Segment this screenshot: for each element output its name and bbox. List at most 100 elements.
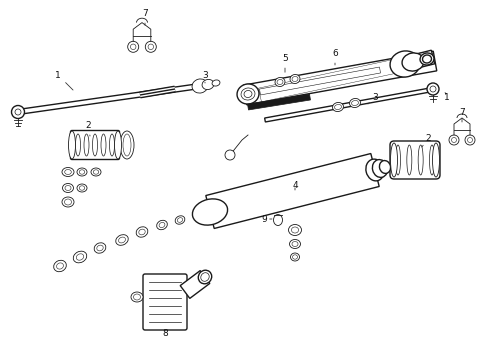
Ellipse shape: [62, 167, 74, 176]
Ellipse shape: [241, 88, 255, 100]
Ellipse shape: [202, 80, 214, 90]
Ellipse shape: [123, 134, 131, 156]
Ellipse shape: [157, 220, 167, 230]
Ellipse shape: [237, 84, 259, 104]
Ellipse shape: [65, 199, 72, 205]
Circle shape: [449, 135, 459, 145]
Ellipse shape: [69, 131, 75, 159]
Ellipse shape: [94, 243, 106, 253]
Ellipse shape: [277, 80, 283, 85]
Ellipse shape: [193, 199, 227, 225]
Ellipse shape: [289, 225, 301, 235]
Ellipse shape: [133, 294, 141, 300]
FancyBboxPatch shape: [390, 141, 440, 179]
Ellipse shape: [77, 184, 87, 192]
Ellipse shape: [116, 235, 128, 245]
Ellipse shape: [379, 161, 391, 174]
Ellipse shape: [91, 168, 101, 176]
Polygon shape: [180, 271, 210, 298]
Circle shape: [15, 109, 21, 115]
Ellipse shape: [418, 145, 423, 175]
Ellipse shape: [349, 98, 361, 108]
Ellipse shape: [351, 100, 359, 105]
Ellipse shape: [84, 134, 89, 156]
Ellipse shape: [333, 103, 343, 112]
Ellipse shape: [293, 255, 297, 259]
Ellipse shape: [422, 55, 432, 63]
Ellipse shape: [76, 254, 84, 260]
Circle shape: [146, 41, 156, 52]
Ellipse shape: [292, 227, 298, 233]
Polygon shape: [260, 67, 381, 95]
Text: 3: 3: [202, 71, 208, 83]
Ellipse shape: [56, 263, 63, 269]
Ellipse shape: [372, 159, 388, 177]
Ellipse shape: [290, 239, 300, 248]
Polygon shape: [265, 88, 430, 122]
Ellipse shape: [402, 53, 424, 71]
Ellipse shape: [391, 143, 397, 177]
Circle shape: [451, 138, 457, 143]
Circle shape: [225, 150, 235, 160]
Circle shape: [467, 138, 472, 143]
Ellipse shape: [244, 90, 252, 98]
Circle shape: [128, 41, 139, 52]
Ellipse shape: [74, 251, 87, 263]
Text: 2: 2: [85, 121, 91, 136]
Polygon shape: [259, 54, 421, 102]
Text: 4: 4: [292, 180, 298, 190]
Polygon shape: [206, 153, 379, 229]
Ellipse shape: [177, 218, 183, 222]
FancyBboxPatch shape: [143, 274, 187, 330]
Circle shape: [430, 86, 436, 92]
Ellipse shape: [390, 51, 420, 77]
Ellipse shape: [79, 170, 85, 174]
Ellipse shape: [120, 131, 134, 159]
Ellipse shape: [433, 143, 440, 177]
Ellipse shape: [131, 292, 143, 302]
Text: 7: 7: [459, 108, 465, 122]
Ellipse shape: [420, 53, 434, 65]
Text: 7: 7: [142, 9, 148, 25]
Ellipse shape: [136, 227, 148, 237]
Text: 8: 8: [162, 329, 168, 338]
Ellipse shape: [77, 168, 87, 176]
Polygon shape: [243, 51, 437, 105]
Polygon shape: [247, 94, 311, 110]
Ellipse shape: [75, 134, 80, 156]
FancyBboxPatch shape: [71, 131, 120, 159]
Ellipse shape: [198, 270, 212, 284]
Ellipse shape: [290, 75, 300, 84]
Ellipse shape: [175, 216, 185, 224]
Ellipse shape: [407, 145, 412, 175]
Ellipse shape: [292, 242, 298, 247]
Text: 2: 2: [422, 134, 431, 147]
Circle shape: [11, 105, 24, 118]
Ellipse shape: [139, 229, 145, 235]
Ellipse shape: [63, 184, 74, 193]
Ellipse shape: [93, 170, 99, 174]
Ellipse shape: [366, 159, 384, 181]
Ellipse shape: [109, 134, 115, 156]
Polygon shape: [18, 84, 200, 114]
Ellipse shape: [62, 197, 74, 207]
Ellipse shape: [201, 273, 209, 281]
Text: 1: 1: [444, 93, 450, 102]
Ellipse shape: [212, 80, 220, 86]
Ellipse shape: [395, 145, 400, 175]
Ellipse shape: [273, 215, 283, 225]
Text: 5: 5: [282, 54, 288, 72]
Circle shape: [427, 83, 439, 95]
Ellipse shape: [54, 260, 66, 272]
Circle shape: [465, 135, 475, 145]
Ellipse shape: [93, 134, 98, 156]
Ellipse shape: [115, 131, 122, 159]
Ellipse shape: [101, 134, 106, 156]
Ellipse shape: [119, 237, 125, 243]
Text: 9: 9: [261, 215, 272, 224]
Text: 6: 6: [332, 49, 338, 65]
Ellipse shape: [97, 245, 103, 251]
Ellipse shape: [192, 79, 208, 93]
Text: 3: 3: [368, 93, 378, 104]
Ellipse shape: [335, 104, 342, 109]
